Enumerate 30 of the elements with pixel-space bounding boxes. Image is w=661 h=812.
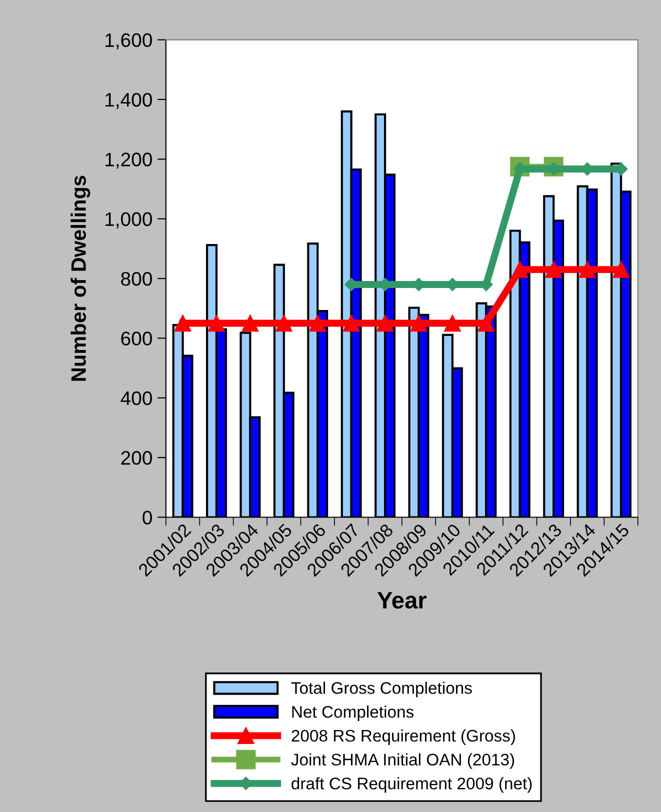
y-axis-title: Number of Dwellings xyxy=(70,176,90,381)
legend-label: Net Completions xyxy=(292,706,414,722)
y-tick-label: 1,600 xyxy=(106,33,152,50)
y-tick-label: 200 xyxy=(121,451,152,465)
point xyxy=(174,314,192,332)
point xyxy=(545,261,562,278)
point xyxy=(612,261,630,278)
point xyxy=(309,314,326,332)
legend-label: 2008 RS Requirement (Gross) xyxy=(292,729,515,745)
point xyxy=(208,314,225,332)
point xyxy=(578,261,596,278)
y-tick-label: 1,000 xyxy=(106,212,152,228)
legend-label: Total Gross Completions xyxy=(291,682,472,698)
point xyxy=(276,314,292,332)
y-tick-label: 400 xyxy=(120,391,152,406)
y-tick-label: 800 xyxy=(121,272,152,286)
y-tick-label: 1,200 xyxy=(106,152,152,169)
point xyxy=(478,314,494,332)
point xyxy=(342,314,360,332)
y-tick-label: 1,400 xyxy=(106,92,152,110)
point xyxy=(376,314,394,332)
point xyxy=(444,314,461,332)
x-axis-title: Year xyxy=(377,592,426,609)
y-tick-label: 600 xyxy=(121,332,152,346)
legend-label: Joint SHMA Initial OAN (2013) xyxy=(291,753,514,769)
point xyxy=(512,261,528,278)
point xyxy=(242,314,259,332)
legend-label: draft CS Requirement 2009 (net) xyxy=(292,777,532,793)
point xyxy=(410,314,428,332)
y-tick-label: 0 xyxy=(142,510,152,524)
